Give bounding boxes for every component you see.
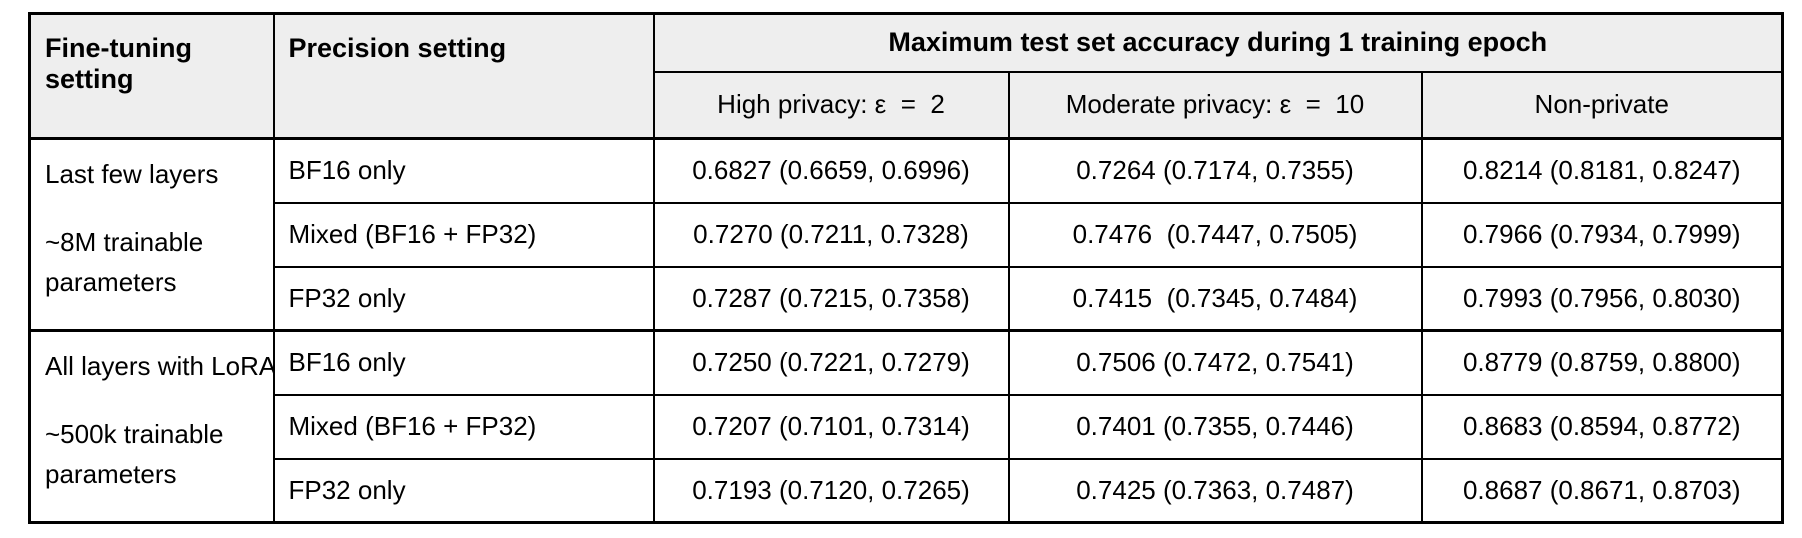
value-cell-high-privacy: 0.7250 (0.7221, 0.7279) xyxy=(652,329,1010,396)
table-row: Last few layers ~8M trainable parameters… xyxy=(28,137,1784,332)
results-table: Fine-tuning setting Precision setting Ma… xyxy=(28,12,1785,524)
value-cell-high-privacy: 0.7287 (0.7215, 0.7358) xyxy=(652,265,1010,332)
group-label-line: Last few layers xyxy=(45,159,219,189)
value-cell-moderate-privacy: 0.7415 (0.7345, 0.7484) xyxy=(1007,265,1423,332)
value-cell-moderate-privacy: 0.7425 (0.7363, 0.7487) xyxy=(1007,457,1423,524)
precision-cell: Mixed (BF16 + FP32) xyxy=(272,393,655,460)
precision-cell: BF16 only xyxy=(272,329,655,396)
subheader-moderate-privacy: Moderate privacy: ε = 10 xyxy=(1007,70,1423,140)
table-row: FP32 only 0.7193 (0.7120, 0.7265) 0.7425… xyxy=(30,457,1784,524)
precision-cell: BF16 only xyxy=(272,137,655,204)
value-cell-moderate-privacy: 0.7401 (0.7355, 0.7446) xyxy=(1007,393,1423,460)
subheader-high-privacy: High privacy: ε = 2 xyxy=(652,70,1010,140)
header-finetuning-setting: Fine-tuning setting xyxy=(28,12,275,140)
group-label-all-layers-lora: All layers with LoRA ~500k trainable par… xyxy=(28,329,275,524)
header-accuracy-title: Maximum test set accuracy during 1 train… xyxy=(652,12,1784,73)
value-cell-moderate-privacy: 0.7506 (0.7472, 0.7541) xyxy=(1007,329,1423,396)
header-row-top: Fine-tuning setting Precision setting Ma… xyxy=(28,12,1784,140)
header-row-sub: High privacy: ε = 2 Moderate privacy: ε … xyxy=(30,70,1784,140)
group-label-line: All layers with LoRA xyxy=(45,351,274,381)
table-row: Mixed (BF16 + FP32) 0.7207 (0.7101, 0.73… xyxy=(30,393,1784,460)
value-cell-high-privacy: 0.7193 (0.7120, 0.7265) xyxy=(652,457,1010,524)
precision-cell: Mixed (BF16 + FP32) xyxy=(272,201,655,268)
subheader-non-private: Non-private xyxy=(1420,70,1784,140)
precision-cell: FP32 only xyxy=(272,457,655,524)
value-cell-moderate-privacy: 0.7476 (0.7447, 0.7505) xyxy=(1007,201,1423,268)
value-cell-non-private: 0.8214 (0.8181, 0.8247) xyxy=(1420,137,1784,204)
results-table-container: Fine-tuning setting Precision setting Ma… xyxy=(28,12,1785,524)
value-cell-non-private: 0.8779 (0.8759, 0.8800) xyxy=(1420,329,1784,396)
group-label-line: ~8M trainable parameters xyxy=(45,227,204,297)
value-cell-non-private: 0.7966 (0.7934, 0.7999) xyxy=(1420,201,1784,268)
value-cell-non-private: 0.8683 (0.8594, 0.8772) xyxy=(1420,393,1784,460)
value-cell-high-privacy: 0.7270 (0.7211, 0.7328) xyxy=(652,201,1010,268)
header-precision-setting: Precision setting xyxy=(272,12,655,140)
table-row: All layers with LoRA ~500k trainable par… xyxy=(28,329,1784,524)
value-cell-moderate-privacy: 0.7264 (0.7174, 0.7355) xyxy=(1007,137,1423,204)
value-cell-high-privacy: 0.7207 (0.7101, 0.7314) xyxy=(652,393,1010,460)
value-cell-non-private: 0.7993 (0.7956, 0.8030) xyxy=(1420,265,1784,332)
table-row: FP32 only 0.7287 (0.7215, 0.7358) 0.7415… xyxy=(30,265,1784,332)
value-cell-non-private: 0.8687 (0.8671, 0.8703) xyxy=(1420,457,1784,524)
table-row: Mixed (BF16 + FP32) 0.7270 (0.7211, 0.73… xyxy=(30,201,1784,268)
value-cell-high-privacy: 0.6827 (0.6659, 0.6996) xyxy=(652,137,1010,204)
precision-cell: FP32 only xyxy=(272,265,655,332)
group-label-line: ~500k trainable parameters xyxy=(45,419,224,489)
group-label-last-few-layers: Last few layers ~8M trainable parameters xyxy=(28,137,275,332)
